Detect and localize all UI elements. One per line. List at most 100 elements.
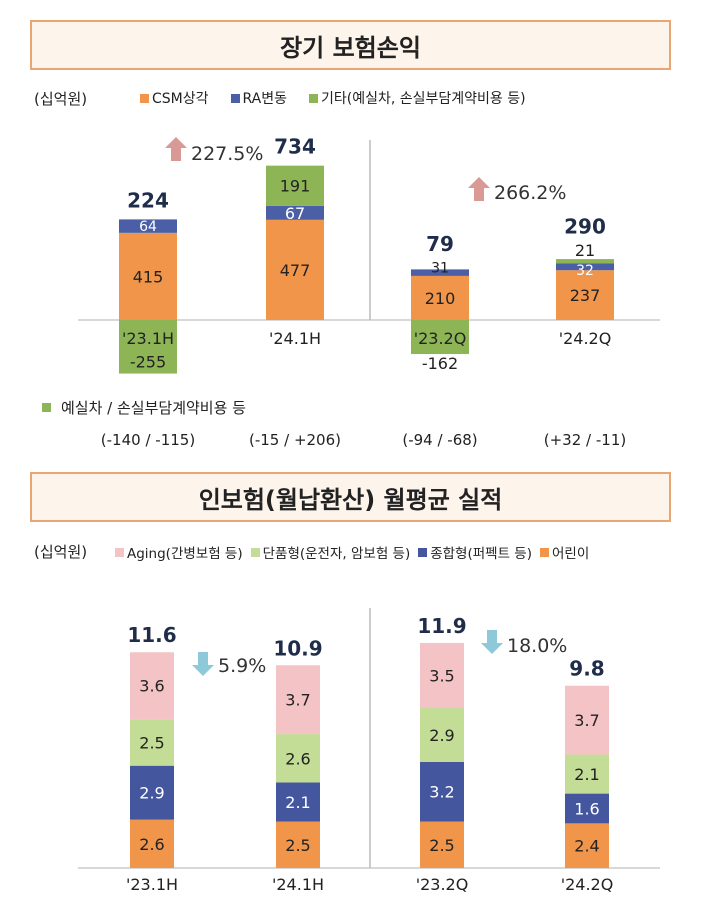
bar-segment-3 [556,259,614,264]
bar-value-label: 191 [280,177,311,196]
bar-value-label: 415 [133,267,164,286]
bar-value-label: 477 [280,261,311,280]
bar-value-label: 237 [570,286,601,305]
bar-segment-4 [276,665,320,735]
bar-value-label: 2.1 [574,765,599,784]
section2-title: 인보험(월납환산) 월평균 실적 [30,472,671,522]
breakdown-value: (-140 / -115) [100,431,196,449]
bar-segment-2 [119,219,177,233]
x-tick-label: '23.2Q [416,875,469,894]
bar-segment-2 [276,782,320,822]
change-label: 5.9% [218,655,266,677]
bar-value-label: 2.1 [285,793,310,812]
bar-total-label: 9.8 [569,657,604,681]
bar-value-label: 1.6 [574,799,599,818]
bar-segment-1 [276,821,320,868]
bar-value-label: 2.5 [139,733,164,752]
bar-value-label: 2.4 [574,837,599,856]
bar-total-label: 79 [426,232,454,256]
chart1-unit-label: (십억원) [34,90,88,108]
x-tick-label: '23.2Q [414,329,467,348]
bar-value-label: 67 [285,204,305,223]
bar-segment-2 [565,793,609,824]
bar-value-label: 21 [575,241,595,260]
legend-swatch-ra [230,93,240,103]
bar-value-label: 2.9 [139,784,164,803]
change-label: 18.0% [507,635,567,657]
x-tick-label: '24.1H [272,875,324,894]
change-label: 266.2% [494,182,566,204]
bar-segment-4 [130,652,174,720]
legend-swatch-children [539,547,549,557]
arrow-up-icon [468,177,490,201]
bar-value-label: 3.7 [574,711,599,730]
bar-segment-1 [266,219,324,320]
breakdown-swatch [42,403,51,412]
legend-single: 단품형(운전자, 암보험 등) [262,546,411,562]
bar-value-label: 2.5 [429,836,454,855]
bar-value-label: 31 [431,260,449,276]
legend-swatch-aging [115,547,124,557]
legend-comprehensive: 종합형(퍼펙트 등) [430,546,532,562]
arrow-down-icon [192,652,214,676]
bar-segment-3 [266,165,324,206]
bar-segment-1 [565,823,609,868]
bar-segment-3 [130,719,174,766]
bar-segment-2 [130,765,174,820]
legend-other: 기타(예실차, 손실부담계약비용 등) [321,91,526,107]
x-tick-label: '23.1H [126,875,178,894]
breakdown-value: (+32 / -11) [543,431,627,449]
bar-segment-4 [565,685,609,755]
bar-value-label: 32 [576,263,594,279]
bar-value-label: 2.5 [285,836,310,855]
legend-swatch-other [309,93,319,103]
bar-total-label: 11.6 [127,623,176,647]
bar-value-label: 2.6 [285,749,310,768]
bar-total-label: 734 [274,135,316,159]
legend-csm: CSM상각 [152,91,209,107]
chart2-unit-label: (십억원) [34,543,88,561]
bar-total-label: 10.9 [273,636,322,660]
bar-segment-1 [130,819,174,868]
bar-value-label: 210 [425,289,456,308]
bar-segment-1 [556,270,614,320]
bar-segment-3 [276,734,320,783]
bar-segment-4 [420,642,464,709]
bar-value-label: -162 [422,354,458,373]
breakdown-value: (-94 / -68) [402,431,478,449]
bar-value-label: 2.6 [139,835,164,854]
bar-segment-1 [411,275,469,320]
bar-segment-1 [119,232,177,320]
x-tick-label: '24.2Q [561,875,614,894]
legend-swatch-comprehensive [418,547,428,557]
arrow-up-icon [165,137,187,161]
bar-total-label: 11.9 [417,614,466,638]
arrow-down-icon [481,630,503,654]
x-tick-label: '24.2Q [559,329,612,348]
bar-value-label: 3.7 [285,691,310,710]
bar-segment-3 [420,708,464,762]
breakdown-label: 예실차 / 손실부담계약비용 등 [61,399,246,417]
bar-segment-1 [420,821,464,868]
bar-value-label: 64 [139,219,157,235]
section1-title: 장기 보험손익 [30,20,671,70]
legend-aging: Aging(간병보험 등) [127,546,243,562]
breakdown-legend: 예실차 / 손실부담계약비용 등 [42,397,246,418]
bar-value-label: 3.2 [429,783,454,802]
bar-value-label: 3.5 [429,666,454,685]
bar-segment-2 [556,263,614,271]
bar-segment-negative [119,320,177,374]
breakdown-value: (-15 / +206) [249,431,341,449]
bar-value-label: 2.9 [429,726,454,745]
bar-segment-2 [266,205,324,220]
legend-swatch-csm [140,93,149,103]
legend-swatch-single [250,547,260,557]
x-tick-label: '24.1H [269,329,321,348]
bar-segment-2 [420,761,464,822]
bar-segment-2 [411,269,469,276]
bar-segment-3 [565,754,609,794]
x-tick-label: '23.1H [122,329,174,348]
bar-total-label: 224 [127,188,169,212]
